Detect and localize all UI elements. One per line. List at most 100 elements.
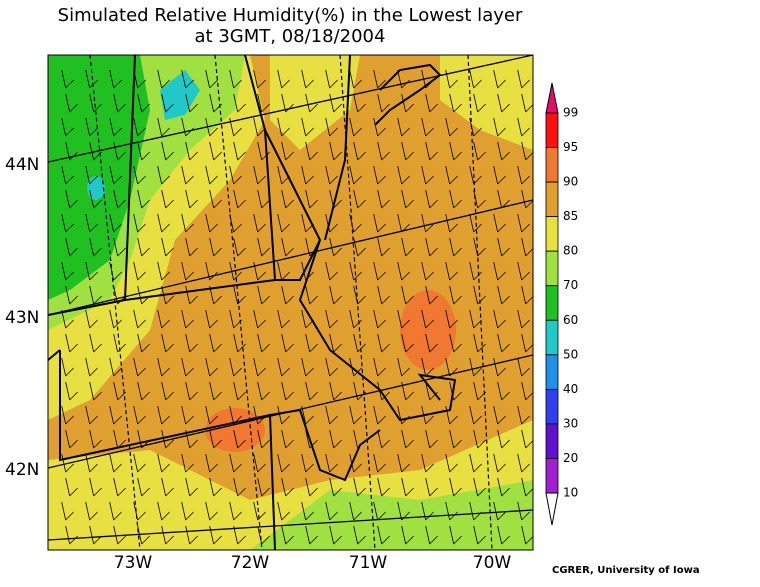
wind-barb xyxy=(277,357,290,377)
wind-barb xyxy=(281,189,294,209)
wind-barb xyxy=(449,429,462,449)
wind-barb xyxy=(209,381,222,401)
wind-barb xyxy=(301,117,314,137)
wind-barb xyxy=(61,213,74,233)
wind-barb xyxy=(233,237,246,257)
wind-barb xyxy=(445,69,458,89)
wind-barb xyxy=(157,309,170,329)
humidity-field xyxy=(400,290,456,370)
wind-barb xyxy=(157,357,170,377)
wind-barb xyxy=(493,261,506,281)
wind-barb xyxy=(281,333,294,353)
wind-barb xyxy=(257,237,270,257)
wind-barb xyxy=(277,501,290,521)
wind-barb xyxy=(517,357,530,377)
colorbar-segment xyxy=(545,112,559,148)
wind-barb xyxy=(497,93,510,113)
wind-barb xyxy=(469,165,482,185)
wind-barb xyxy=(181,501,194,521)
wind-barb xyxy=(497,429,510,449)
wind-barb xyxy=(305,381,318,401)
wind-barb xyxy=(521,141,533,161)
wind-barb xyxy=(349,309,362,329)
wind-barb xyxy=(161,525,174,545)
wind-barb xyxy=(373,69,386,89)
colorbar-segment xyxy=(545,388,559,425)
wind-barb xyxy=(157,117,170,137)
wind-barb xyxy=(137,93,150,113)
wind-barb xyxy=(61,501,74,521)
wind-barb xyxy=(65,189,78,209)
wind-barb xyxy=(113,141,126,161)
wind-barb xyxy=(425,93,438,113)
wind-barb xyxy=(253,165,266,185)
wind-barb xyxy=(397,357,410,377)
wind-barb xyxy=(181,453,194,473)
wind-barb xyxy=(377,525,390,545)
wind-barb xyxy=(133,261,146,281)
wind-barb xyxy=(329,525,342,545)
wind-barb xyxy=(61,357,74,377)
wind-barb xyxy=(205,357,218,377)
wind-barbs xyxy=(61,69,533,545)
wind-barb xyxy=(445,453,458,473)
wind-barb xyxy=(209,429,222,449)
wind-barb xyxy=(209,525,222,545)
lon-label: 73W xyxy=(114,553,153,573)
wind-barb xyxy=(353,93,366,113)
wind-barb xyxy=(85,261,98,281)
wind-barb xyxy=(349,261,362,281)
wind-barb xyxy=(257,141,270,161)
wind-barb xyxy=(185,189,198,209)
wind-barb xyxy=(425,237,438,257)
wind-barb xyxy=(421,165,434,185)
colorbar-segment xyxy=(545,354,559,390)
wind-barb xyxy=(449,477,462,497)
wind-barb xyxy=(301,501,314,521)
wind-barb xyxy=(469,261,482,281)
wind-barb xyxy=(161,333,174,353)
wind-barb xyxy=(133,453,146,473)
wind-barb xyxy=(469,213,482,233)
map-frame xyxy=(47,54,534,551)
wind-barb xyxy=(521,333,533,353)
wind-barb xyxy=(61,453,74,473)
wind-barb xyxy=(425,525,438,545)
wind-barb xyxy=(233,381,246,401)
wind-barb xyxy=(473,429,486,449)
lon-label: 71W xyxy=(349,553,388,573)
wind-barb xyxy=(349,69,362,89)
wind-barb xyxy=(449,285,462,305)
wind-barb xyxy=(425,429,438,449)
wind-barb xyxy=(229,165,242,185)
colorbar-label: 40 xyxy=(563,382,578,396)
colorbar-label: 30 xyxy=(563,416,578,430)
wind-barb xyxy=(281,429,294,449)
wind-barb xyxy=(305,189,318,209)
wind-barb xyxy=(377,237,390,257)
wind-barb xyxy=(229,453,242,473)
wind-barb xyxy=(305,93,318,113)
wind-barb xyxy=(205,453,218,473)
wind-barb xyxy=(521,477,533,497)
wind-barb xyxy=(253,453,266,473)
wind-barb xyxy=(109,453,122,473)
wind-barb xyxy=(233,429,246,449)
wind-barb xyxy=(209,141,222,161)
wind-barb xyxy=(157,453,170,473)
wind-barb xyxy=(377,93,390,113)
wind-barb xyxy=(85,213,98,233)
lat-label: 42N xyxy=(5,460,39,480)
wind-barb xyxy=(113,381,126,401)
wind-barb xyxy=(497,285,510,305)
wind-barb xyxy=(329,237,342,257)
wind-barb xyxy=(377,141,390,161)
wind-barb xyxy=(425,189,438,209)
colorbar-segment xyxy=(545,423,559,459)
wind-barb xyxy=(89,237,102,257)
colorbar-label: 95 xyxy=(563,140,578,154)
wind-barb xyxy=(133,309,146,329)
wind-barb xyxy=(325,309,338,329)
wind-barb xyxy=(137,237,150,257)
wind-barb xyxy=(157,261,170,281)
